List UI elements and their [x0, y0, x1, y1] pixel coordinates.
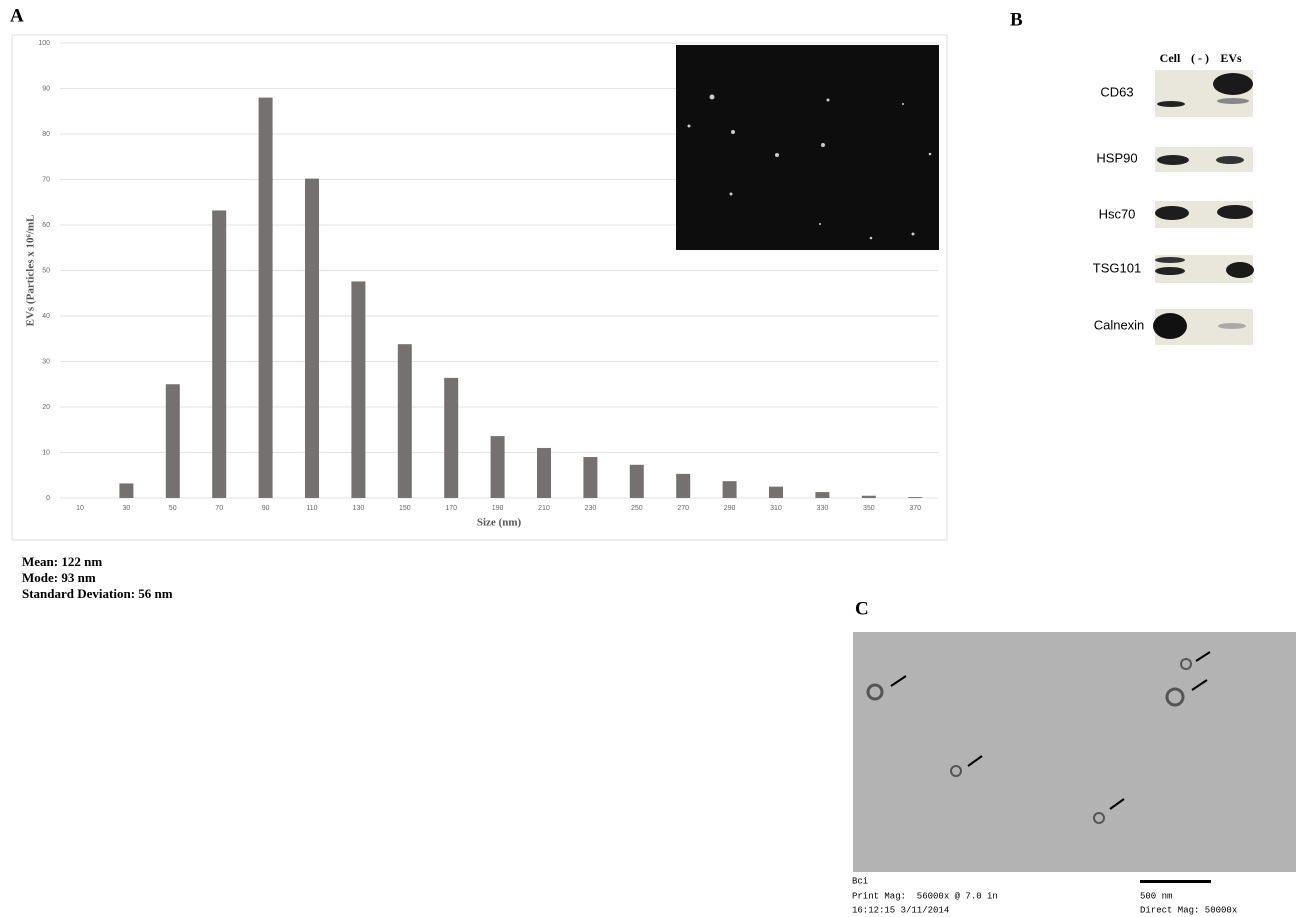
bar: [491, 436, 505, 498]
y-axis-label: EVs (Particles x 10⁶/mL: [25, 215, 37, 327]
y-tick-label: 90: [42, 85, 50, 92]
y-tick-label: 0: [46, 495, 50, 502]
bar: [212, 210, 226, 498]
x-tick-label: 310: [770, 505, 782, 512]
x-tick-label: 330: [817, 505, 829, 512]
y-tick-label: 80: [42, 131, 50, 138]
tem-footer: Bci: [852, 876, 868, 886]
x-tick-label: 370: [909, 505, 921, 512]
protein-label: Calnexin: [1094, 317, 1145, 332]
bar: [583, 457, 597, 498]
protein-label: TSG101: [1093, 260, 1141, 275]
lane-label: EVs: [1220, 51, 1242, 65]
x-tick-label: 270: [677, 505, 689, 512]
protein-label: Hsc70: [1099, 206, 1136, 221]
x-tick-label: 10: [76, 505, 84, 512]
lane-label: ( - ): [1191, 51, 1209, 65]
figure: A 0 10 20 30 40 50 60 70 80 90 100 EVs (Particles x…: [0, 0, 1300, 917]
panel-label: B: [1010, 9, 1023, 30]
tem-footer: 16:12:15 3/11/2014: [852, 905, 949, 915]
x-tick-label: 210: [538, 505, 550, 512]
bar: [862, 496, 876, 498]
stat: Mean: 122 nm: [22, 554, 102, 569]
bar: [398, 344, 412, 498]
x-tick-label: 50: [169, 505, 177, 512]
y-tick-label: 60: [42, 222, 50, 229]
bar: [119, 483, 133, 498]
stat: Standard Deviation: 56 nm: [22, 586, 173, 601]
scale-label: 500 nm: [1140, 891, 1172, 901]
direct-mag: Direct Mag: 50000x: [1140, 905, 1237, 915]
x-tick-label: 70: [215, 505, 223, 512]
y-tick-label: 20: [42, 404, 50, 411]
bar: [815, 492, 829, 498]
bar: [676, 474, 690, 498]
scale-bar: [1140, 880, 1211, 883]
nta-inset: [676, 45, 939, 250]
bar: [723, 481, 737, 498]
tem-image: [853, 632, 1296, 872]
y-tick-label: 30: [42, 358, 50, 365]
y-tick-label: 70: [42, 176, 50, 183]
x-tick-label: 130: [353, 505, 365, 512]
panel-label: C: [855, 598, 869, 619]
x-tick-label: 150: [399, 505, 411, 512]
protein-label: CD63: [1100, 84, 1133, 99]
x-tick-label: 110: [306, 505, 317, 512]
bar: [908, 497, 922, 498]
bar: [166, 384, 180, 498]
x-tick-label: 350: [863, 505, 875, 512]
bar: [351, 281, 365, 498]
bar: [444, 378, 458, 498]
y-tick-label: 10: [42, 449, 50, 456]
stat: Mode: 93 nm: [22, 570, 96, 585]
panel-label: A: [10, 5, 24, 26]
bar: [769, 487, 783, 498]
blot: [1153, 70, 1254, 345]
protein-label: HSP90: [1096, 150, 1137, 165]
bar: [630, 465, 644, 498]
tem-footer: Print Mag: 56000x @ 7.0 in: [852, 891, 998, 901]
x-tick-label: 30: [123, 505, 131, 512]
bar: [305, 179, 319, 498]
y-tick-label: 100: [38, 40, 50, 47]
bar: [537, 448, 551, 498]
lane-label: Cell: [1160, 51, 1181, 65]
bar: [259, 98, 273, 498]
y-tick-label: 50: [42, 267, 50, 274]
x-tick-label: 250: [631, 505, 643, 512]
x-tick-label: 170: [445, 505, 457, 512]
y-tick-label: 40: [42, 313, 50, 320]
x-tick-label: 190: [492, 505, 504, 512]
x-tick-label: 230: [585, 505, 597, 512]
x-tick-label: 90: [262, 505, 270, 512]
x-axis-label: Size (nm): [477, 517, 522, 529]
x-tick-label: 290: [724, 505, 736, 512]
